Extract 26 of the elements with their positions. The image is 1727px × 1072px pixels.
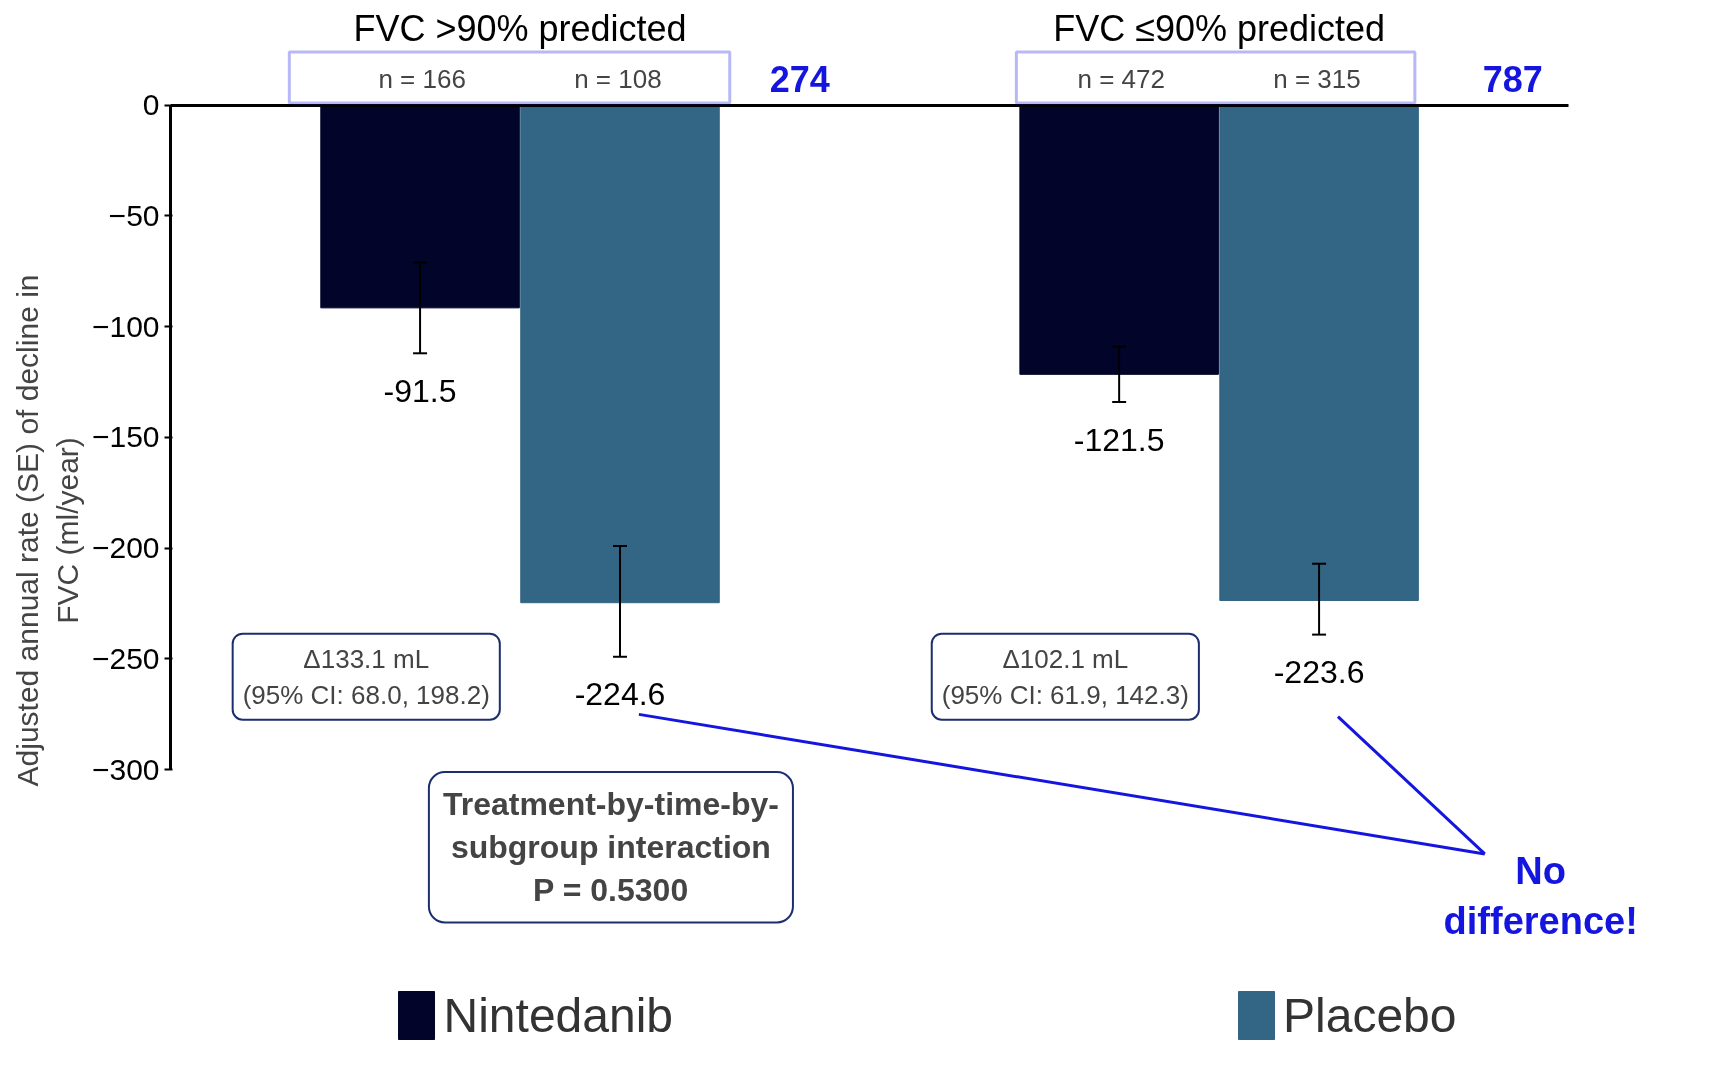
y-tick-label: −300 — [91, 752, 160, 786]
text: Treatment-by-time-by- subgroup interaction P = 0.5300 — [442, 786, 779, 909]
y-tick-label: −250 — [91, 641, 160, 675]
y-tick-label: −50 — [108, 198, 160, 232]
x-tick-label: FVC ≤90% predicted — [1053, 8, 1386, 50]
data-label: -224.6 — [574, 676, 666, 713]
text: 787 — [1482, 58, 1543, 100]
legend-label: Placebo — [1283, 987, 1457, 1043]
y-tick-label: −150 — [91, 420, 160, 454]
y-tick-label: −100 — [91, 309, 160, 343]
annotation: Δ133.1 mL (95% CI: 68.0, 198.2) — [242, 643, 490, 710]
data-label: -121.5 — [1073, 421, 1165, 458]
data-label: -223.6 — [1273, 654, 1365, 691]
text: n = 108 — [574, 63, 662, 94]
y-tick-label: 0 — [142, 88, 160, 122]
data-label: -91.5 — [383, 372, 457, 409]
legend-label: Nintedanib — [443, 987, 674, 1043]
annotation: Δ102.1 mL (95% CI: 61.9, 142.3) — [941, 643, 1189, 710]
x-tick-label: FVC >90% predicted — [353, 8, 687, 50]
text: n = 166 — [378, 63, 466, 94]
text: No difference! — [1443, 849, 1638, 943]
text: n = 315 — [1273, 63, 1361, 94]
y-tick-label: −200 — [91, 531, 160, 565]
text: n = 472 — [1077, 63, 1165, 94]
y-axis-title: Adjusted annual rate (SE) of decline in FVC (ml/year) — [11, 274, 84, 787]
text: 274 — [769, 58, 830, 100]
